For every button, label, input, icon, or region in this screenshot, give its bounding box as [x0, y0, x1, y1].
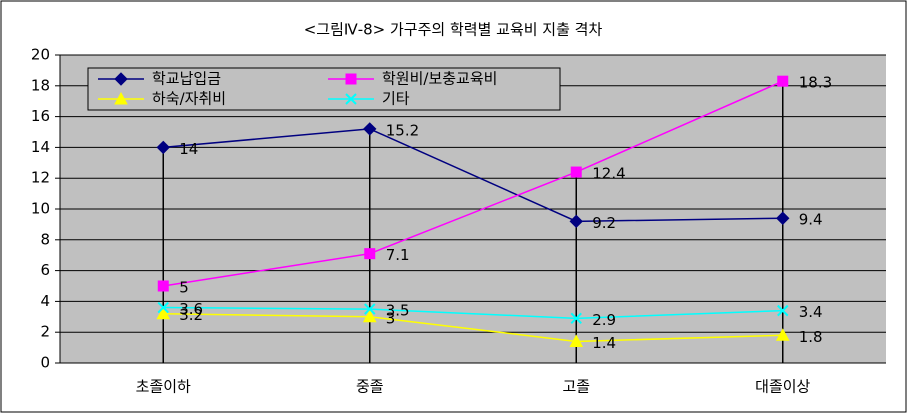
marker [364, 303, 376, 315]
marker [364, 248, 376, 260]
y-tick-label: 16 [31, 107, 50, 125]
legend-marker [114, 72, 128, 86]
series-line [163, 306, 783, 320]
y-tick-label: 8 [40, 230, 50, 248]
marker [156, 306, 171, 320]
data-label: 3 [386, 309, 396, 327]
marker [156, 140, 170, 155]
y-tick-label: 20 [31, 46, 50, 64]
y-tick-label: 6 [40, 261, 50, 279]
marker [570, 312, 582, 325]
data-label: 5 [179, 279, 189, 297]
marker [570, 166, 582, 178]
data-label: 1.8 [799, 328, 823, 346]
y-tick-label: 18 [31, 76, 50, 94]
marker [362, 309, 377, 323]
data-label: 14 [179, 140, 198, 158]
marker [777, 304, 789, 317]
legend-marker [114, 91, 128, 105]
marker [777, 75, 789, 87]
y-tick-label: 2 [40, 323, 50, 341]
y-tick-label: 12 [31, 169, 50, 187]
marker [776, 211, 790, 225]
data-label: 1.4 [592, 334, 616, 352]
legend-marker [345, 93, 357, 105]
data-label: 9.4 [799, 211, 823, 229]
marker [569, 214, 583, 229]
legend-label: 학교납입금 [152, 70, 221, 88]
x-tick-label: 중졸 [356, 378, 384, 396]
series-line [163, 80, 784, 287]
legend [87, 67, 561, 111]
marker [157, 301, 169, 314]
data-label: 3.5 [386, 302, 410, 320]
x-tick-label: 초졸이하 [136, 378, 191, 396]
data-label: 3.4 [799, 303, 823, 321]
data-label: 15.2 [386, 121, 419, 139]
series-line [163, 312, 783, 343]
series-line [163, 128, 783, 223]
data-label: 3.2 [179, 306, 203, 324]
data-label: 18.3 [799, 74, 832, 92]
data-label: 3.6 [179, 300, 203, 318]
legend-label: 기타 [382, 90, 410, 108]
data-label: 12.4 [592, 165, 625, 183]
chart-title: <그림Ⅳ-8> 가구주의 학력별 교육비 지출 격차 [304, 21, 603, 39]
marker [569, 334, 584, 347]
y-tick-label: 4 [40, 292, 50, 310]
legend-label: 하숙/자취비 [152, 90, 226, 108]
marker [775, 328, 790, 341]
x-tick-label: 고졸 [562, 378, 590, 396]
y-tick-label: 10 [31, 200, 50, 218]
x-tick-label: 대졸이상 [755, 378, 810, 396]
legend-marker [345, 73, 357, 85]
marker [363, 122, 377, 136]
data-label: 9.2 [592, 214, 616, 232]
legend-label: 학원비/보충교육비 [382, 70, 497, 88]
data-label: 2.9 [592, 311, 616, 329]
marker [157, 280, 169, 292]
y-tick-label: 14 [31, 138, 50, 156]
data-label: 7.1 [386, 246, 410, 264]
y-tick-label: 0 [40, 354, 50, 372]
